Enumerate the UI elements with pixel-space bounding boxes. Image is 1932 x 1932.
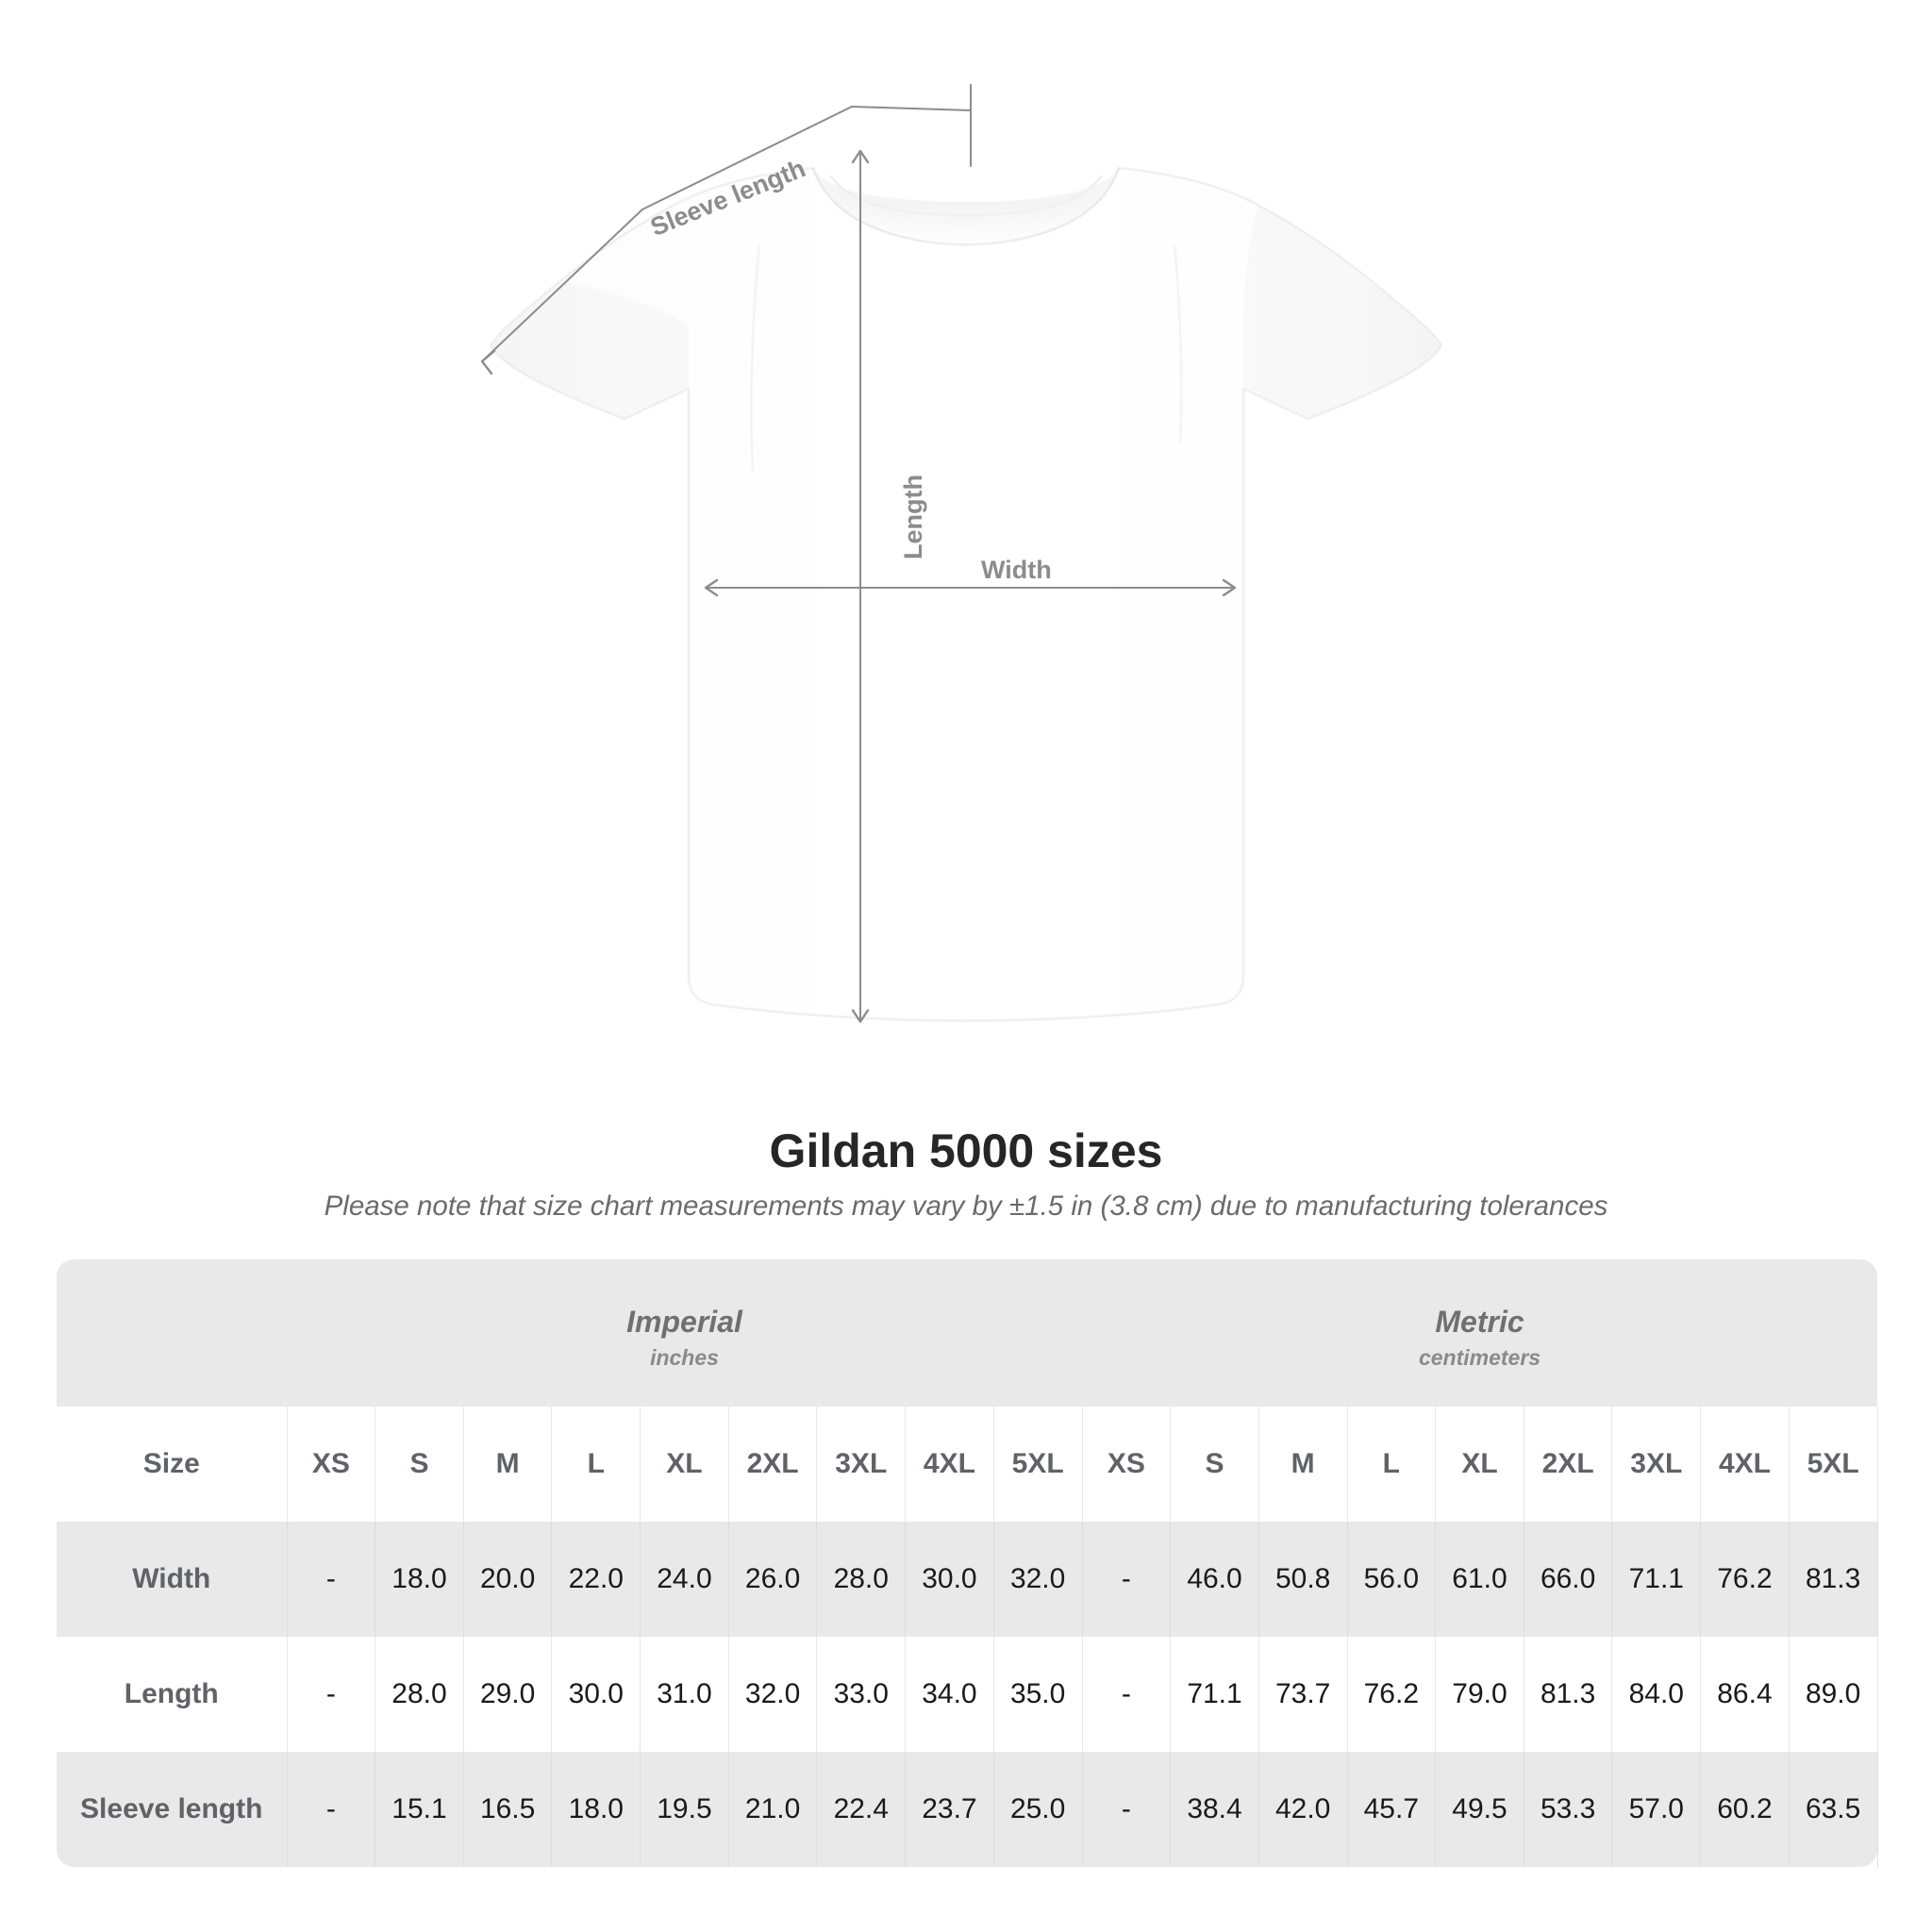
svg-text:Length: Length xyxy=(899,475,927,559)
svg-text:Width: Width xyxy=(981,556,1052,584)
